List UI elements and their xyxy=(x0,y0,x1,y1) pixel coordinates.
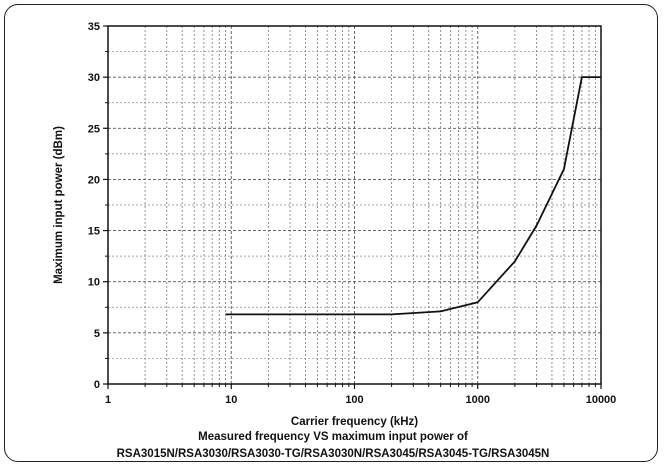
caption-line-1: Measured frequency VS maximum input powe… xyxy=(198,431,468,443)
caption-line-2: RSA3015N/RSA3030/RSA3030-TG/RSA3030N/RSA… xyxy=(117,448,550,460)
chart-frame xyxy=(4,4,658,462)
y-tick-label: 20 xyxy=(88,174,100,186)
y-tick-label: 15 xyxy=(88,226,100,238)
x-tick-label: 100 xyxy=(345,394,363,406)
series-line xyxy=(225,76,601,316)
y-tick-label: 10 xyxy=(88,277,100,289)
x-tick-label: 1000 xyxy=(466,394,490,406)
x-tick-label: 1 xyxy=(105,394,111,406)
y-tick-label: 30 xyxy=(88,72,100,84)
series-layer xyxy=(225,76,601,316)
y-tick-label: 35 xyxy=(88,21,100,33)
x-tick-label: 10 xyxy=(225,394,237,406)
grid xyxy=(108,26,601,384)
y-tick-label: 5 xyxy=(94,328,100,340)
y-tick-label: 25 xyxy=(88,123,100,135)
ticks: 1 10 100 1000 10000 0 5 10 15 20 25 30 35 xyxy=(88,21,617,406)
y-axis-title: Maximum input power (dBm) xyxy=(53,126,65,284)
x-axis-title: Carrier frequency (kHz) xyxy=(291,416,418,428)
x-tick-label: 10000 xyxy=(586,394,617,406)
y-tick-label: 0 xyxy=(94,379,100,391)
